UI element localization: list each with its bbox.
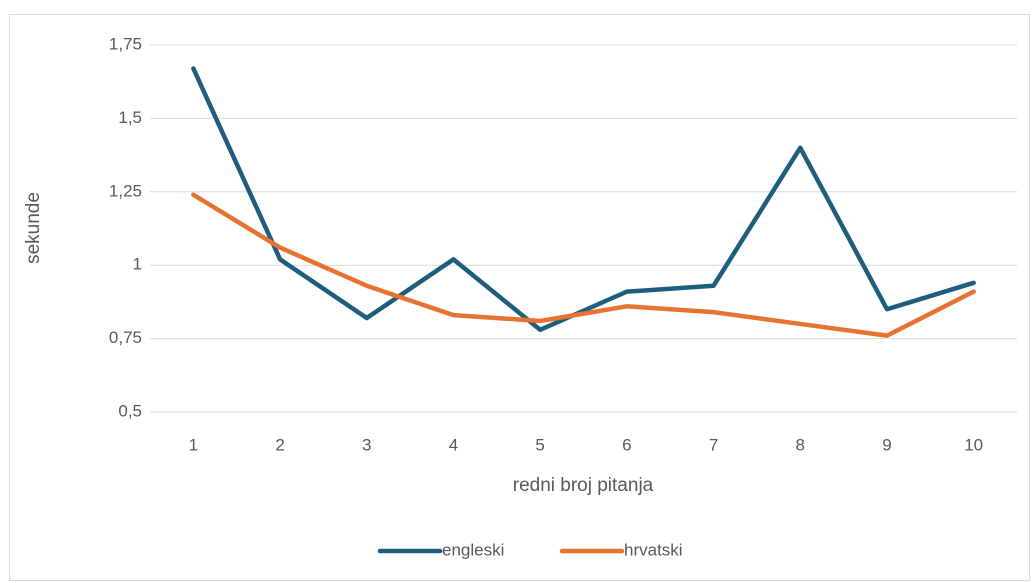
y-tick-label: 1,25: [109, 181, 142, 200]
chart-border: [9, 14, 1030, 581]
y-tick-label: 1,5: [118, 108, 142, 127]
x-tick-label: 2: [275, 435, 284, 454]
series-line: [191, 66, 976, 333]
y-axis-label: sekunde: [23, 192, 44, 264]
legend-label: engleski: [442, 540, 504, 559]
y-tick-label: 1: [133, 255, 142, 274]
x-tick-label: 9: [882, 435, 891, 454]
x-tick-label: 6: [622, 435, 631, 454]
legend-label: hrvatski: [624, 540, 683, 559]
x-tick-label: 4: [449, 435, 458, 454]
x-tick-label: 10: [964, 435, 983, 454]
x-tick-label: 1: [189, 435, 198, 454]
x-tick-label: 8: [796, 435, 805, 454]
y-tick-label: 0,5: [118, 401, 142, 420]
x-tick-label: 3: [362, 435, 371, 454]
y-tick-label: 1,75: [109, 34, 142, 53]
series-line: [191, 192, 976, 338]
x-tick-label: 5: [535, 435, 544, 454]
y-tick-label: 0,75: [109, 328, 142, 347]
x-axis-label: redni broj pitanja: [513, 475, 654, 496]
x-tick-label: 7: [709, 435, 718, 454]
